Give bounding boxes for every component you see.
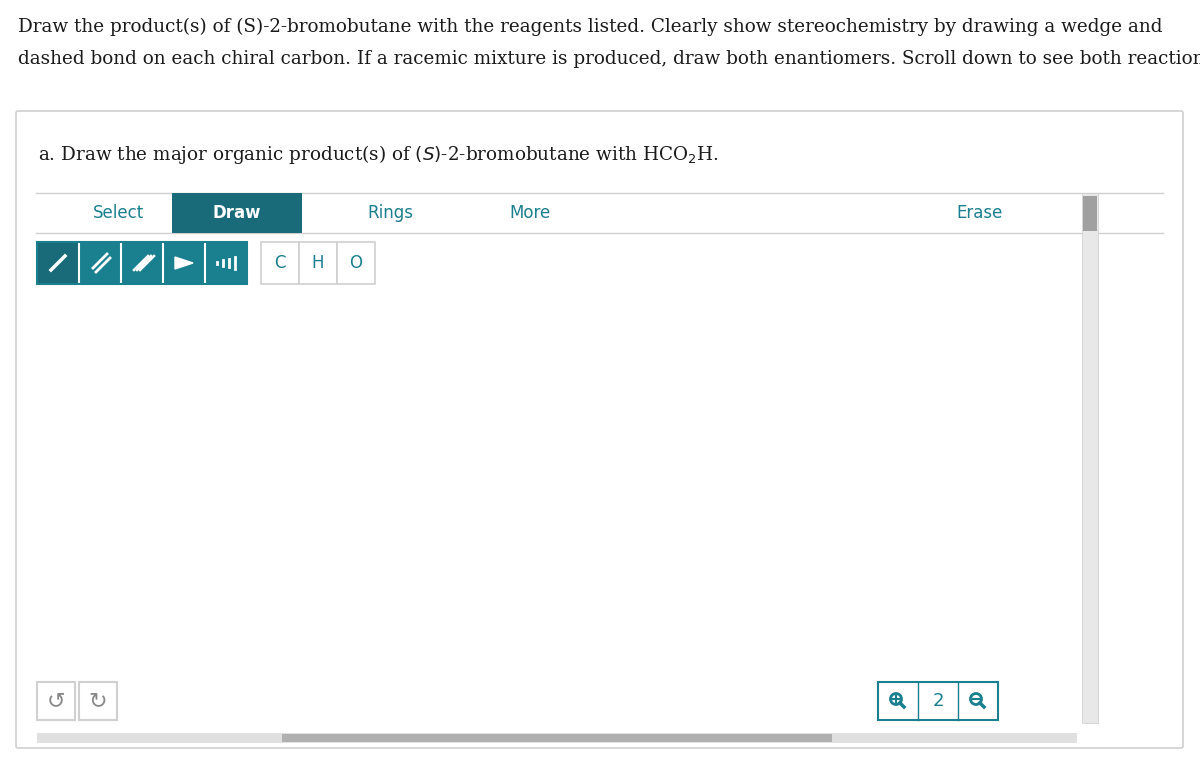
Bar [337, 242, 374, 284]
Bar [1084, 196, 1097, 231]
Bar [282, 734, 832, 742]
Bar [37, 242, 79, 284]
Text: dashed bond on each chiral carbon. If a racemic mixture is produced, draw both e: dashed bond on each chiral carbon. If a … [18, 50, 1200, 68]
Text: ↺: ↺ [47, 691, 65, 711]
Bar [37, 242, 247, 284]
Text: Erase: Erase [956, 204, 1003, 222]
Bar [121, 242, 163, 284]
Bar [163, 242, 205, 284]
Bar [262, 242, 299, 284]
Bar [172, 193, 302, 233]
Bar [878, 682, 998, 720]
Text: Select: Select [92, 204, 144, 222]
Bar [205, 242, 247, 284]
Text: a. Draw the major organic product(s) of $(S)$-2-bromobutane with HCO$_2$H.: a. Draw the major organic product(s) of … [38, 143, 719, 166]
Bar [1082, 193, 1098, 723]
Bar [23, 118, 1156, 173]
Text: Rings: Rings [367, 204, 413, 222]
Text: a. Draw the major organic product(s) of (S)-2-bromobutane with HCO$_{2}$H.: a. Draw the major organic product(s) of … [38, 143, 720, 166]
Bar [37, 733, 1078, 743]
Text: a. Draw the major organic product(s) of (S)-2-bromobutane with HCO: a. Draw the major organic product(s) of … [38, 143, 688, 161]
Text: 2: 2 [932, 692, 943, 710]
Bar [299, 242, 337, 284]
Polygon shape [175, 257, 193, 269]
FancyBboxPatch shape [16, 111, 1183, 748]
Bar [37, 682, 74, 720]
Text: ↻: ↻ [89, 691, 107, 711]
Bar [79, 682, 118, 720]
Text: Draw: Draw [212, 204, 262, 222]
Text: H: H [312, 254, 324, 272]
Text: O: O [349, 254, 362, 272]
Text: More: More [509, 204, 551, 222]
Bar [79, 242, 121, 284]
Text: Draw the product(s) of (S)-2-bromobutane with the reagents listed. Clearly show : Draw the product(s) of (S)-2-bromobutane… [18, 18, 1163, 37]
Text: C: C [275, 254, 286, 272]
